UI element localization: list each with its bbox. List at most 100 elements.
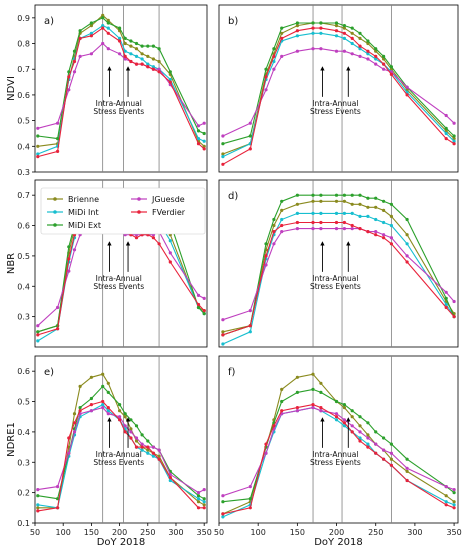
data-point xyxy=(366,230,370,234)
data-point xyxy=(405,260,409,264)
data-point xyxy=(311,47,315,51)
data-point xyxy=(67,269,71,273)
series-fverdier xyxy=(221,403,456,516)
data-point xyxy=(36,144,40,148)
data-point xyxy=(444,290,448,294)
ytick-label: 0.5 xyxy=(17,252,30,261)
data-point xyxy=(72,49,77,53)
data-point xyxy=(382,457,386,461)
data-point xyxy=(157,70,161,74)
data-point xyxy=(342,31,346,35)
data-point xyxy=(134,436,139,440)
data-point xyxy=(389,202,393,206)
data-point xyxy=(123,430,127,434)
data-point xyxy=(350,26,354,30)
data-point xyxy=(405,469,409,473)
ytick-label: 0.8 xyxy=(17,40,30,49)
data-point xyxy=(272,217,276,222)
data-point xyxy=(89,396,93,401)
data-point xyxy=(366,196,370,200)
data-point xyxy=(168,478,172,483)
series-brienne xyxy=(221,199,456,334)
data-point xyxy=(358,36,362,41)
data-point xyxy=(196,305,201,310)
data-point xyxy=(334,34,339,38)
data-point xyxy=(101,13,105,17)
data-point xyxy=(67,436,71,440)
data-point xyxy=(202,139,206,143)
data-point xyxy=(319,220,323,225)
data-point xyxy=(89,34,93,38)
data-point xyxy=(280,230,284,234)
data-point xyxy=(342,403,346,407)
data-point xyxy=(452,134,456,138)
data-point xyxy=(36,155,40,159)
data-point xyxy=(389,242,393,246)
data-point xyxy=(78,54,82,59)
data-point xyxy=(280,399,284,404)
data-point xyxy=(295,227,299,231)
data-point xyxy=(221,318,225,322)
data-point xyxy=(334,21,339,25)
data-point xyxy=(358,439,362,443)
ytick-label: 0.3 xyxy=(17,168,30,177)
data-point xyxy=(295,211,299,215)
data-point xyxy=(168,80,172,84)
data-point xyxy=(295,390,299,394)
data-point xyxy=(389,457,393,461)
data-point xyxy=(358,202,362,206)
data-point xyxy=(202,144,206,148)
series-brienne xyxy=(36,372,206,510)
data-point xyxy=(168,239,172,243)
data-point xyxy=(389,223,393,228)
xtick-label: 200 xyxy=(112,528,127,537)
data-point xyxy=(342,418,346,422)
data-point xyxy=(272,54,276,59)
data-point xyxy=(311,220,315,225)
data-point xyxy=(382,236,386,240)
data-point xyxy=(106,21,110,25)
data-point xyxy=(272,59,276,64)
data-point xyxy=(248,121,252,125)
data-point xyxy=(56,485,60,489)
data-point xyxy=(248,324,252,328)
data-point xyxy=(129,418,133,422)
data-point xyxy=(89,52,93,56)
data-point xyxy=(134,424,139,428)
plot-frame xyxy=(218,4,459,173)
data-point xyxy=(342,193,346,197)
annotation-line-0: Intra-Annual xyxy=(96,99,142,108)
xtick-label: 100 xyxy=(251,528,266,537)
data-point xyxy=(382,233,386,237)
data-point xyxy=(311,372,315,376)
data-point xyxy=(151,454,155,458)
data-point xyxy=(118,415,122,419)
data-point xyxy=(405,93,409,97)
data-point xyxy=(444,503,448,507)
data-point xyxy=(334,193,339,197)
y-axis-label: NDRE1 xyxy=(6,422,17,457)
data-point xyxy=(202,500,206,504)
data-point xyxy=(319,390,323,394)
data-point xyxy=(168,251,172,255)
series-fverdier xyxy=(36,26,206,159)
annotation-line-1: Stress Events xyxy=(310,107,361,116)
data-point xyxy=(67,75,71,79)
data-point xyxy=(36,506,40,510)
data-point xyxy=(168,260,172,264)
data-point xyxy=(196,500,201,504)
data-point xyxy=(134,439,139,443)
data-point xyxy=(134,236,139,240)
data-point xyxy=(272,242,276,246)
series-fverdier xyxy=(221,26,456,166)
data-point xyxy=(140,442,144,446)
data-point xyxy=(89,21,93,25)
data-point xyxy=(358,193,362,197)
data-point xyxy=(374,430,378,434)
series-fverdier xyxy=(221,220,456,337)
data-point xyxy=(311,227,315,231)
data-point xyxy=(67,70,71,74)
